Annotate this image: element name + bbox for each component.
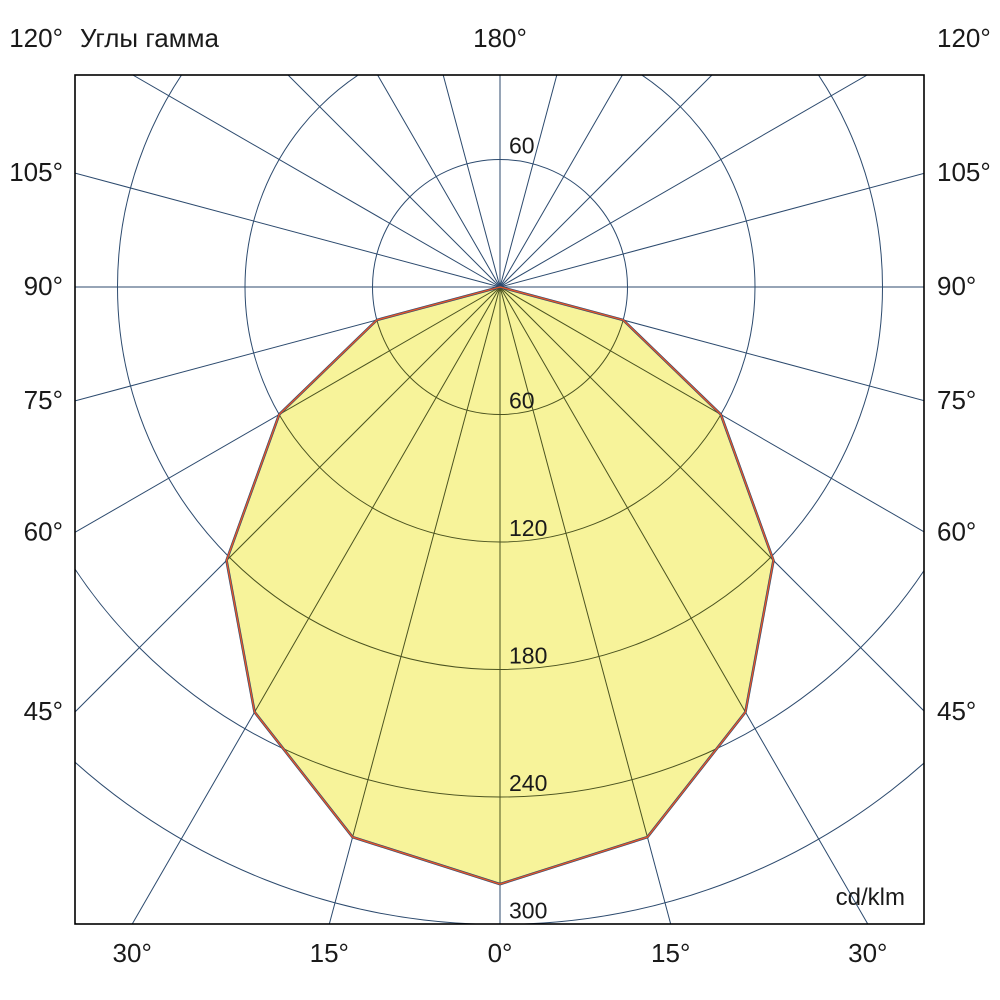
svg-text:75°: 75° xyxy=(24,385,63,415)
svg-text:180: 180 xyxy=(509,643,547,669)
svg-text:15°: 15° xyxy=(310,938,349,968)
svg-text:60: 60 xyxy=(509,388,535,414)
svg-text:75°: 75° xyxy=(937,385,976,415)
svg-text:180°: 180° xyxy=(473,23,527,53)
svg-text:0°: 0° xyxy=(488,938,513,968)
svg-text:60: 60 xyxy=(509,133,535,159)
svg-text:30°: 30° xyxy=(848,938,887,968)
svg-text:300: 300 xyxy=(509,898,547,924)
svg-text:120: 120 xyxy=(509,515,547,541)
svg-text:60°: 60° xyxy=(937,516,976,546)
svg-text:60°: 60° xyxy=(24,516,63,546)
svg-text:90°: 90° xyxy=(937,271,976,301)
svg-text:105°: 105° xyxy=(9,157,63,187)
svg-text:cd/klm: cd/klm xyxy=(836,884,905,911)
svg-text:240: 240 xyxy=(509,770,547,796)
svg-text:15°: 15° xyxy=(651,938,690,968)
svg-text:45°: 45° xyxy=(937,696,976,726)
svg-text:Углы гамма: Углы гамма xyxy=(80,23,219,53)
svg-text:90°: 90° xyxy=(24,271,63,301)
svg-text:120°: 120° xyxy=(9,23,63,53)
svg-text:105°: 105° xyxy=(937,157,991,187)
svg-text:120°: 120° xyxy=(937,23,991,53)
svg-text:30°: 30° xyxy=(113,938,152,968)
svg-text:45°: 45° xyxy=(24,696,63,726)
